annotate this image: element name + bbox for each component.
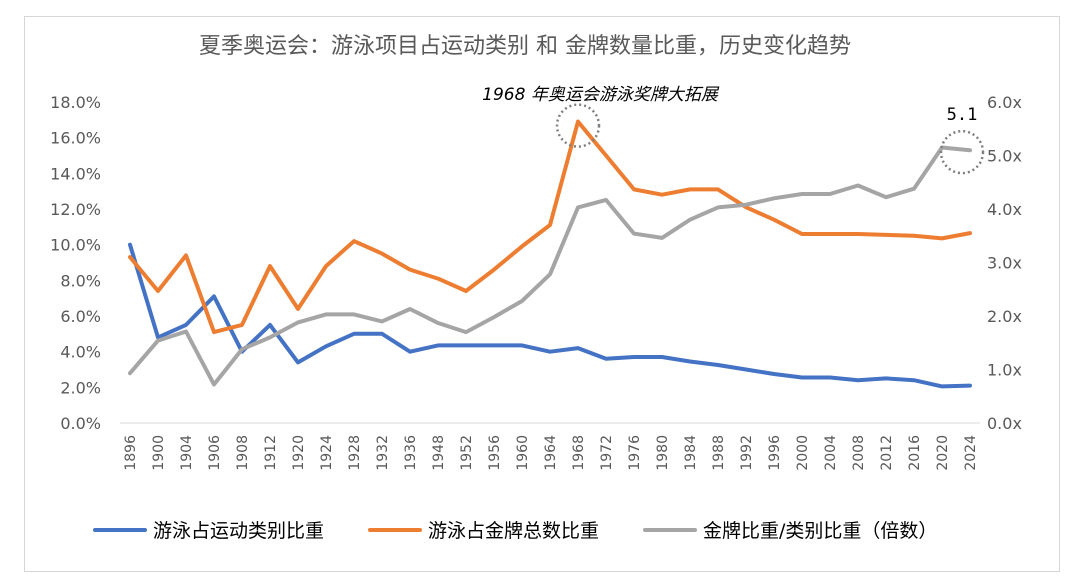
x-tick-label: 1920 <box>291 435 307 471</box>
right-tick-label: 3.0x <box>987 254 1022 273</box>
left-tick-label: 12.0% <box>50 200 101 219</box>
x-tick-label: 1964 <box>543 435 559 471</box>
x-tick-label: 1904 <box>179 435 195 471</box>
x-tick-label: 1906 <box>207 435 223 471</box>
x-tick-label: 1908 <box>235 435 251 471</box>
x-tick-label: 1924 <box>319 435 335 471</box>
legend: 游泳占运动类别比重 游泳占金牌总数比重 金牌比重/类别比重（倍数） <box>93 520 937 542</box>
left-tick-label: 2.0% <box>60 378 101 397</box>
x-tick-label: 2020 <box>935 435 951 471</box>
x-tick-label: 1976 <box>627 435 643 471</box>
left-tick-label: 14.0% <box>50 164 101 183</box>
x-tick-label: 1936 <box>403 435 419 471</box>
x-tick-label: 1960 <box>515 435 531 471</box>
annotation-1968: 1968 年奥运会游泳奖牌大拓展 <box>482 85 720 105</box>
right-tick-label: 0.0x <box>987 414 1022 433</box>
legend-label-3: 金牌比重/类别比重（倍数） <box>703 520 937 542</box>
left-tick-label: 18.0% <box>50 93 101 112</box>
x-tick-label: 1912 <box>263 435 279 471</box>
x-tick-label: 1968 <box>571 435 587 471</box>
x-tick-label: 1984 <box>683 435 699 471</box>
x-tick-label: 1972 <box>599 435 615 471</box>
x-tick-label: 2016 <box>907 435 923 471</box>
right-axis: 0.0x 1.0x 2.0x 3.0x 4.0x 5.0x 6.0x <box>987 93 1022 433</box>
x-axis: 1896 1900 1904 1906 1908 1912 1920 1924 1928 1932… <box>120 422 980 471</box>
x-tick-label: 2008 <box>851 435 867 471</box>
series-line-1 <box>128 242 972 389</box>
x-tick-label: 1948 <box>431 435 447 471</box>
x-tick-label: 2000 <box>795 435 811 471</box>
left-tick-label: 10.0% <box>50 236 101 255</box>
x-tick-label: 2004 <box>823 435 839 471</box>
x-tick-label: 1932 <box>375 435 391 471</box>
legend-label-2: 游泳占金牌总数比重 <box>428 520 599 542</box>
legend-label-1: 游泳占运动类别比重 <box>153 520 324 542</box>
left-tick-label: 8.0% <box>60 271 101 290</box>
x-tick-label: 2024 <box>963 435 979 471</box>
x-tick-label: 1988 <box>711 435 727 471</box>
right-tick-label: 1.0x <box>987 361 1022 380</box>
series-layer <box>128 119 972 389</box>
right-tick-label: 4.0x <box>987 200 1022 219</box>
series-line-3 <box>128 145 972 387</box>
annotation-value-2024: 5.1 <box>947 105 978 125</box>
highlight-circle-1968 <box>555 103 601 148</box>
x-tick-label: 1928 <box>347 435 363 471</box>
left-tick-label: 16.0% <box>50 129 101 148</box>
x-tick-label: 1952 <box>459 435 475 471</box>
right-tick-label: 2.0x <box>987 307 1022 326</box>
line-chart: 夏季奥运会：游泳项目占运动类别 和 金牌数量比重，历史变化趋势 0.0% 2.0%… <box>50 34 1022 542</box>
annotation-layer: 1968 年奥运会游泳奖牌大拓展 5.1 <box>482 85 985 175</box>
x-tick-label: 1900 <box>151 435 167 471</box>
x-tick-label: 2012 <box>879 435 895 471</box>
chart-frame: 夏季奥运会：游泳项目占运动类别 和 金牌数量比重，历史变化趋势 0.0% 2.0%… <box>24 16 1060 572</box>
x-tick-label: 1992 <box>739 435 755 471</box>
left-tick-label: 6.0% <box>60 307 101 326</box>
left-tick-label: 0.0% <box>60 414 101 433</box>
x-tick-label: 1996 <box>767 435 783 471</box>
left-axis: 0.0% 2.0% 4.0% 6.0% 8.0% 10.0% 12.0% 14.0% 16.0%… <box>50 93 101 433</box>
x-tick-label: 1980 <box>655 435 671 471</box>
x-tick-label: 1956 <box>487 435 503 471</box>
highlight-circle-2024 <box>939 129 985 175</box>
left-tick-label: 4.0% <box>60 343 101 362</box>
chart-title: 夏季奥运会：游泳项目占运动类别 和 金牌数量比重，历史变化趋势 <box>199 34 851 59</box>
right-tick-label: 5.0x <box>987 147 1022 166</box>
x-tick-label: 1896 <box>123 435 139 471</box>
series-line-2 <box>128 119 972 335</box>
right-tick-label: 6.0x <box>987 93 1022 112</box>
